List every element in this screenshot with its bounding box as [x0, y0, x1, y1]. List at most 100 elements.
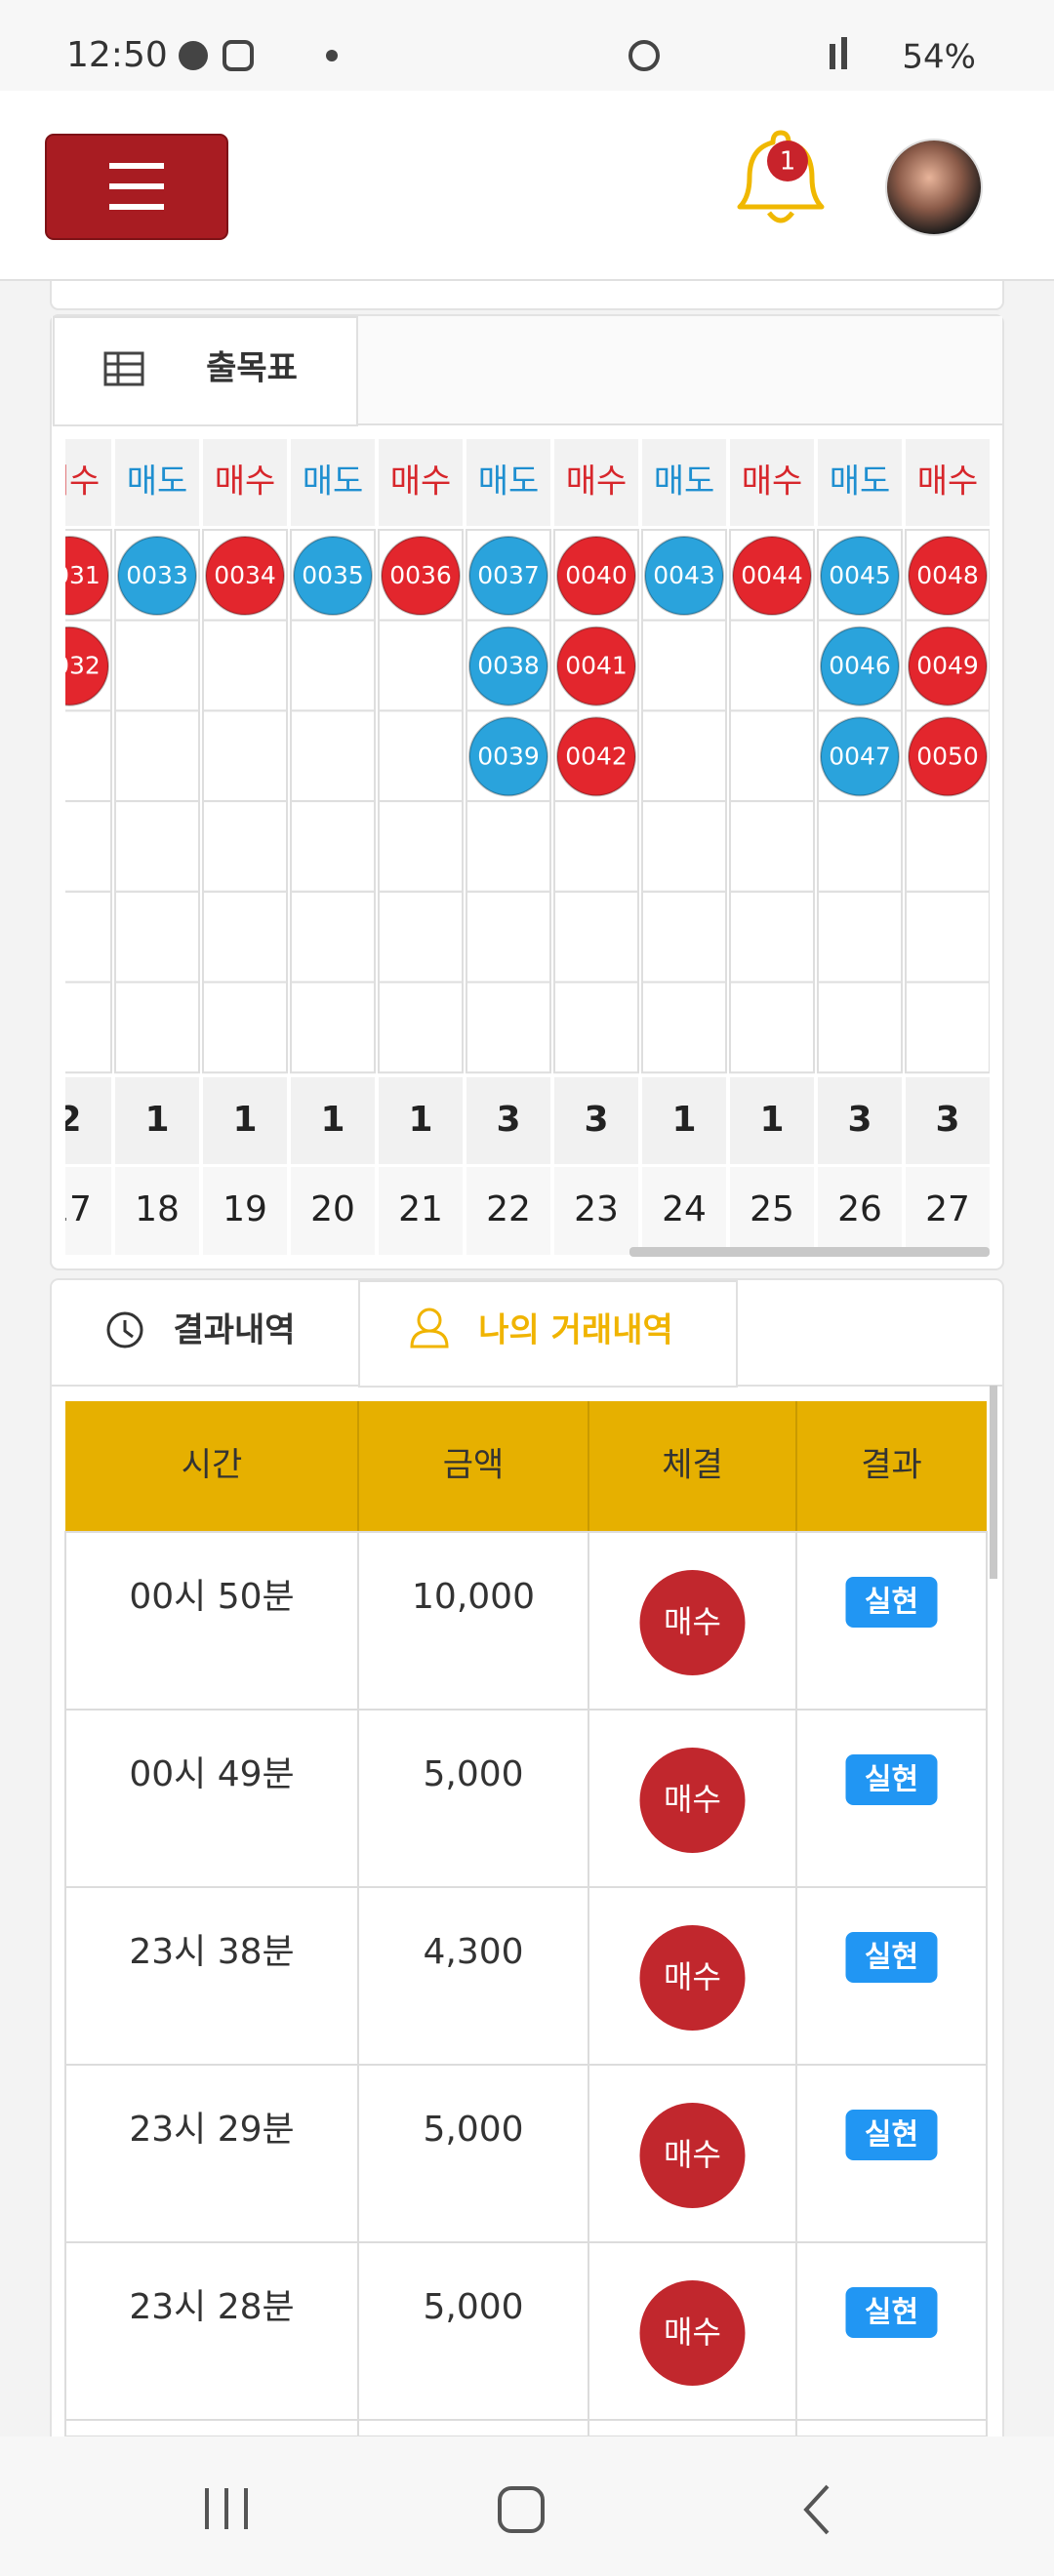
- status-icons: [179, 37, 847, 71]
- ball: [908, 536, 988, 616]
- ball: [381, 536, 461, 616]
- ball-label: 0037: [477, 561, 540, 589]
- count-cell: [115, 1077, 199, 1164]
- board-grid: 매수 0031 0032 2 17 매도 0033 1 18 매수 0034 1 19 매도 0035 1 20…: [38, 439, 990, 1255]
- result-badge: [845, 2287, 938, 2338]
- index-cell: [818, 1167, 902, 1255]
- cell: [290, 890, 376, 984]
- side-label: 매도: [830, 463, 891, 502]
- ball-label: 0044: [741, 561, 803, 589]
- index-cell: [642, 1167, 726, 1255]
- ball-label: 0046: [829, 652, 891, 680]
- column-header: [906, 439, 990, 526]
- nav-buttons[interactable]: [205, 2484, 830, 2535]
- ball: [556, 625, 636, 706]
- time-cell: 00시 50분: [129, 1577, 294, 1617]
- count-cell: [906, 1077, 990, 1164]
- cell: [290, 800, 376, 893]
- cell: [553, 890, 639, 984]
- count-cell: [203, 1077, 287, 1164]
- trade-badge: [639, 1925, 746, 2031]
- count: 1: [144, 1100, 169, 1140]
- results-tab[interactable]: 결과내역: [106, 1311, 296, 1350]
- ball-label: 0033: [126, 561, 188, 589]
- trade-badge: [639, 1570, 746, 1675]
- cell: [290, 709, 376, 803]
- result-label: 실현: [865, 1586, 918, 1620]
- avatar[interactable]: [885, 139, 983, 236]
- cell: [553, 800, 639, 893]
- side-label: 매수: [917, 463, 979, 502]
- ball-label: 0043: [653, 561, 715, 589]
- table-row: [64, 2064, 988, 2243]
- cell: [729, 890, 815, 984]
- side-label: 매수: [742, 463, 803, 502]
- column-header: [65, 439, 111, 526]
- index-cell: [379, 1167, 463, 1255]
- count-cell: [291, 1077, 375, 1164]
- cell: [729, 619, 815, 712]
- side-label: 매수: [39, 463, 101, 502]
- notification-badge: 1: [780, 147, 796, 177]
- result-badge: [845, 1754, 938, 1805]
- ball-label: 0039: [477, 742, 540, 770]
- ball: [644, 536, 724, 616]
- column-index: 26: [837, 1189, 882, 1229]
- index-cell: [730, 1167, 814, 1255]
- menu-button[interactable]: [45, 134, 228, 240]
- cell: [905, 981, 990, 1074]
- cell: [378, 709, 464, 803]
- column-index: 22: [486, 1189, 531, 1229]
- count: 1: [408, 1100, 432, 1140]
- index-cell: [906, 1167, 990, 1255]
- ball-label: 0034: [214, 561, 276, 589]
- side-label: 매도: [654, 463, 715, 502]
- cell: [817, 981, 903, 1074]
- side-label: 매수: [566, 463, 628, 502]
- header-cell: 결과: [861, 1446, 922, 1485]
- side-label: 매도: [303, 463, 364, 502]
- table-row: [64, 1709, 988, 1888]
- ball: [820, 625, 900, 706]
- cell: [817, 890, 903, 984]
- column-index: 21: [398, 1189, 443, 1229]
- board-tab[interactable]: 출목표: [53, 316, 358, 426]
- table-header: [65, 1401, 987, 1532]
- ball-label: 0035: [302, 561, 364, 589]
- tab-label: 결과내역: [173, 1311, 295, 1350]
- result-label: 실현: [865, 1763, 918, 1797]
- cell: [641, 981, 727, 1074]
- result-label: 실현: [865, 2118, 918, 2153]
- cell: [114, 981, 200, 1074]
- trade-label: 매수: [664, 2314, 721, 2351]
- ball-label: 0031: [38, 561, 101, 589]
- cell: [65, 981, 112, 1074]
- side-label: 매도: [127, 463, 188, 502]
- ball: [468, 716, 548, 797]
- notification-bell[interactable]: 1: [737, 130, 825, 223]
- count-cell: [818, 1077, 902, 1164]
- result-badge: [845, 1577, 938, 1628]
- ball-label: 0032: [38, 652, 101, 680]
- ball: [908, 625, 988, 706]
- count: 3: [935, 1100, 959, 1140]
- count-cell: [642, 1077, 726, 1164]
- side-label: 매수: [215, 463, 276, 502]
- count-cell: [379, 1077, 463, 1164]
- table-row: [64, 2419, 988, 2437]
- tab-label: 나의 거래내역: [478, 1311, 673, 1350]
- ball: [820, 536, 900, 616]
- cell: [466, 890, 551, 984]
- time-cell: 00시 49분: [129, 1754, 294, 1794]
- count-cell: [730, 1077, 814, 1164]
- my-trades-tab[interactable]: 나의 거래내역: [358, 1280, 738, 1388]
- nav-bar: [0, 2436, 1054, 2576]
- status-battery: 54%: [902, 38, 976, 77]
- cell: [729, 800, 815, 893]
- count-cell: [65, 1077, 111, 1164]
- index-cell: [203, 1167, 287, 1255]
- status-time: 12:50: [66, 35, 168, 75]
- column-header: [115, 439, 199, 526]
- cell: [553, 981, 639, 1074]
